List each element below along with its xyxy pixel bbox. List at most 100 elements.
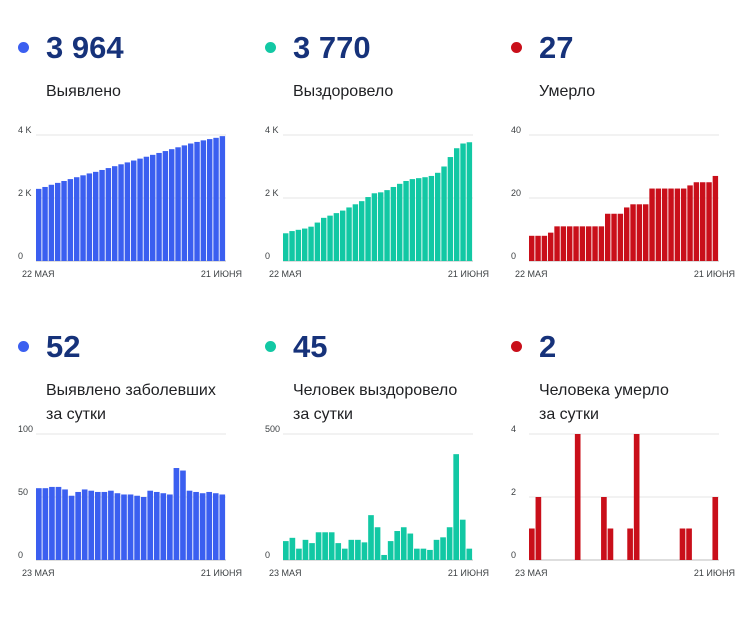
x-start-label: 23 МАЯ bbox=[269, 568, 302, 578]
x-end-label: 21 ИЮНЯ bbox=[201, 568, 242, 578]
bar bbox=[535, 235, 541, 261]
legend-dot bbox=[265, 341, 276, 352]
x-start-label: 22 МАЯ bbox=[515, 269, 548, 279]
bar bbox=[289, 231, 295, 261]
bar bbox=[687, 185, 693, 261]
bar bbox=[598, 226, 605, 261]
x-start-label: 23 МАЯ bbox=[515, 568, 548, 578]
bar bbox=[359, 201, 365, 261]
bar bbox=[390, 186, 397, 261]
bar bbox=[627, 528, 633, 560]
bar bbox=[679, 528, 686, 560]
bar bbox=[624, 207, 630, 261]
bar bbox=[86, 173, 93, 261]
bar bbox=[633, 434, 640, 560]
bar bbox=[371, 193, 378, 261]
stat-label: Выявлено заболевших за сутки bbox=[46, 379, 216, 427]
stat-panel-3: 52 Выявлено заболевших за сутки 0 50 100 23 МА… bbox=[18, 329, 258, 631]
y-tick-label: 0 bbox=[511, 550, 516, 560]
stat-value: 3 964 bbox=[46, 30, 124, 65]
bar bbox=[712, 175, 719, 261]
bar bbox=[140, 497, 147, 560]
x-start-label: 22 МАЯ bbox=[269, 269, 302, 279]
bar bbox=[42, 186, 48, 261]
bar bbox=[114, 493, 121, 560]
bar bbox=[302, 539, 309, 560]
bar bbox=[617, 213, 624, 261]
bar bbox=[81, 489, 88, 560]
bar bbox=[200, 140, 207, 261]
bar bbox=[302, 228, 308, 261]
bar bbox=[567, 226, 573, 261]
bar bbox=[453, 454, 459, 560]
x-end-label: 21 ИЮНЯ bbox=[448, 269, 489, 279]
bar bbox=[368, 515, 374, 560]
y-tick-label: 4 K bbox=[18, 125, 32, 135]
bar bbox=[607, 528, 614, 560]
bar bbox=[322, 532, 328, 560]
bar bbox=[446, 527, 453, 560]
bar bbox=[137, 158, 143, 261]
bar bbox=[75, 491, 81, 560]
bar bbox=[381, 554, 387, 560]
bar bbox=[400, 527, 407, 560]
bar bbox=[384, 190, 390, 261]
bar bbox=[328, 532, 335, 560]
bar bbox=[706, 182, 712, 261]
bar bbox=[127, 494, 134, 560]
bar bbox=[180, 470, 186, 560]
bar bbox=[212, 493, 219, 560]
bar bbox=[321, 217, 327, 261]
y-tick-label: 0 bbox=[511, 251, 516, 261]
bar bbox=[459, 519, 466, 560]
stat-label-line: Умерло bbox=[539, 83, 596, 100]
bar bbox=[428, 175, 435, 261]
stat-label-line: Выявлено заболевших bbox=[46, 382, 216, 399]
stat-label-line: Человек выздоровело bbox=[293, 382, 458, 399]
bar bbox=[361, 542, 368, 560]
bar bbox=[283, 233, 289, 261]
bar bbox=[121, 494, 127, 560]
bar-chart: 0 2 K 4 K 22 МАЯ 21 ИЮНЯ bbox=[265, 125, 489, 279]
bar bbox=[308, 226, 314, 261]
bar bbox=[681, 188, 687, 261]
bar bbox=[573, 226, 579, 261]
bar bbox=[134, 495, 140, 560]
legend-dot bbox=[18, 42, 29, 53]
bar bbox=[150, 154, 156, 261]
bar bbox=[124, 162, 131, 261]
x-end-label: 21 ИЮНЯ bbox=[694, 568, 735, 578]
bar bbox=[447, 157, 454, 261]
stat-value: 52 bbox=[46, 329, 81, 364]
stat-panel-2: 27 Умерло 0 20 40 22 МАЯ 21 ИЮНЯ bbox=[511, 30, 741, 332]
y-tick-label: 20 bbox=[511, 188, 521, 198]
legend-dot bbox=[18, 341, 29, 352]
x-start-label: 23 МАЯ bbox=[22, 568, 55, 578]
x-end-label: 21 ИЮНЯ bbox=[694, 269, 735, 279]
bar bbox=[416, 178, 422, 261]
bar bbox=[686, 528, 692, 560]
bar bbox=[700, 182, 706, 261]
bar bbox=[199, 493, 206, 560]
stat-value: 27 bbox=[539, 30, 574, 65]
bar-chart: 0 50 100 23 МАЯ 21 ИЮНЯ bbox=[18, 424, 242, 578]
bar bbox=[466, 142, 473, 261]
bar bbox=[340, 210, 346, 261]
bar bbox=[529, 528, 535, 560]
bar bbox=[374, 527, 381, 560]
y-tick-label: 0 bbox=[265, 251, 270, 261]
bar bbox=[112, 166, 118, 261]
stat-label: Человек выздоровело за сутки bbox=[293, 379, 457, 427]
bar bbox=[36, 188, 42, 261]
stat-panel-0: 3 964 Выявлено 0 2 K 4 K 22 МАЯ 21 ИЮНЯ bbox=[18, 30, 258, 332]
stat-value: 3 770 bbox=[293, 30, 371, 65]
bar bbox=[169, 149, 175, 261]
bar bbox=[352, 204, 359, 261]
bar-chart: 0 500 23 МАЯ 21 ИЮНЯ bbox=[265, 424, 489, 578]
bar bbox=[188, 143, 194, 261]
bar bbox=[108, 490, 114, 560]
bar bbox=[193, 491, 199, 560]
y-tick-label: 4 K bbox=[265, 125, 279, 135]
bar bbox=[454, 148, 460, 261]
bar bbox=[630, 204, 636, 261]
